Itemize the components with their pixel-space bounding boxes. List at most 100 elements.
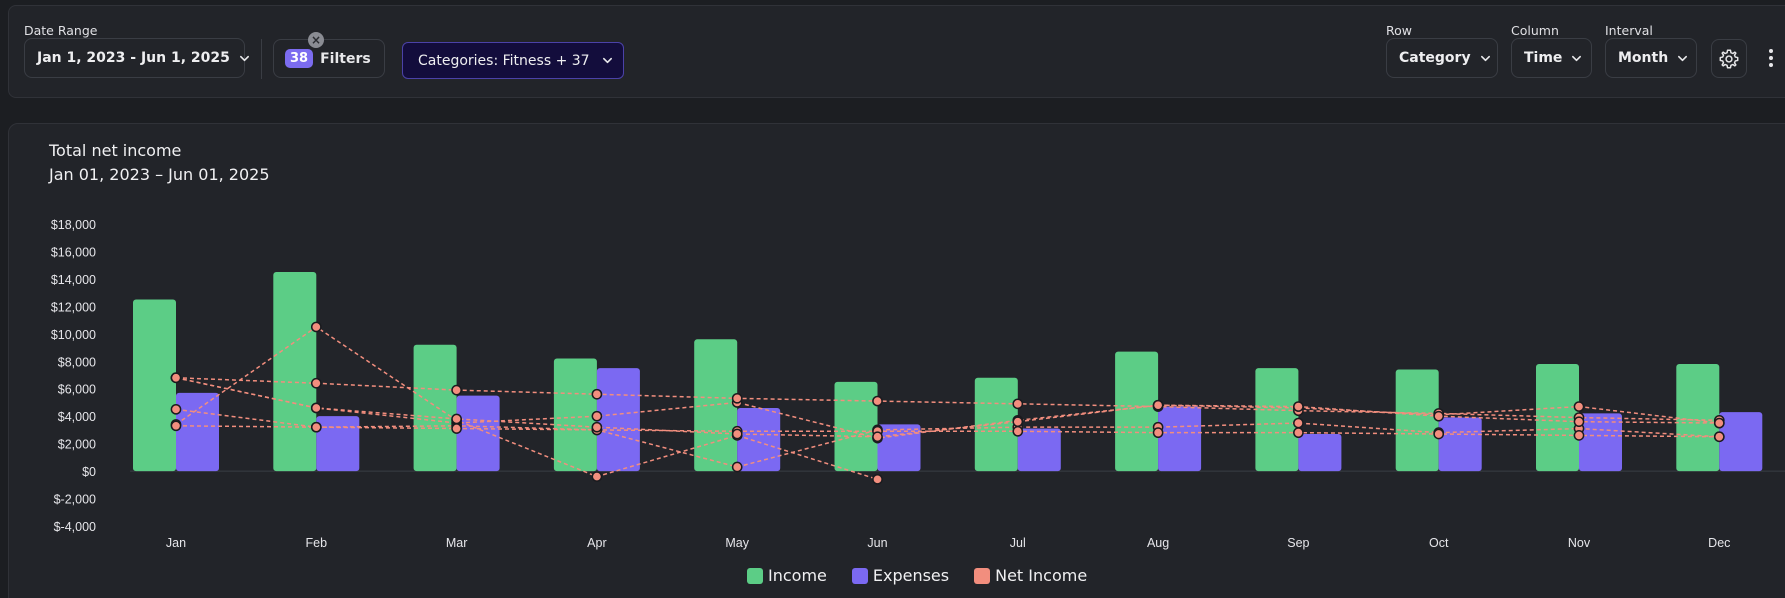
filters-label: Filters bbox=[320, 50, 371, 67]
categories-value: Categories: Fitness + 37 bbox=[418, 52, 590, 69]
more-vertical-icon[interactable] bbox=[1763, 46, 1779, 70]
net-income-point bbox=[1012, 425, 1024, 437]
net-income-point bbox=[1152, 399, 1164, 411]
net-income-line bbox=[175, 408, 1720, 468]
bar-income-dec bbox=[1676, 364, 1720, 472]
y-tick-label: $0 bbox=[82, 465, 96, 479]
x-tick-label: Jun bbox=[867, 536, 887, 550]
bar-income-sep bbox=[1255, 368, 1299, 472]
filter-count-badge: 38 bbox=[285, 49, 314, 68]
net-income-point bbox=[310, 377, 322, 389]
net-income-point bbox=[591, 410, 603, 422]
net-income-point bbox=[310, 402, 322, 414]
bar-income-oct bbox=[1395, 369, 1439, 472]
chevron-down-icon bbox=[1480, 55, 1490, 61]
bar-income-jun bbox=[834, 381, 878, 472]
bar-income-jan bbox=[133, 299, 176, 472]
x-tick-label: May bbox=[725, 536, 749, 550]
interval-value: Month bbox=[1618, 50, 1669, 66]
net-income-point bbox=[1152, 427, 1164, 439]
net-income-line bbox=[175, 376, 1720, 422]
legend-swatch-income bbox=[747, 567, 763, 584]
filters-button[interactable]: 38 Filters × bbox=[273, 32, 385, 78]
y-tick-label: $10,000 bbox=[51, 328, 96, 342]
y-tick-label: $-2,000 bbox=[54, 493, 96, 507]
legend-label-net-income: Net Income bbox=[995, 566, 1088, 585]
x-tick-label: Mar bbox=[446, 536, 468, 550]
bar-expenses-aug bbox=[1158, 406, 1202, 472]
net-income-point bbox=[872, 395, 883, 407]
row-select[interactable]: Category bbox=[1386, 38, 1498, 78]
column-select[interactable]: Time bbox=[1511, 38, 1592, 78]
net-income-point bbox=[1573, 416, 1585, 428]
bar-income-may bbox=[694, 339, 738, 472]
bar-expenses-mar bbox=[456, 395, 500, 472]
net-income-point bbox=[170, 403, 182, 415]
y-tick-label: $12,000 bbox=[51, 300, 96, 314]
net-income-point bbox=[451, 384, 462, 396]
date-range-label: Date Range bbox=[24, 23, 98, 38]
settings-button[interactable] bbox=[1711, 39, 1747, 78]
x-tick-label: Apr bbox=[587, 536, 606, 550]
row-label: Row bbox=[1386, 23, 1412, 38]
categories-select[interactable]: Categories: Fitness + 37 bbox=[402, 42, 624, 79]
net-income-point bbox=[591, 471, 603, 482]
column-label: Column bbox=[1511, 23, 1559, 38]
x-tick-label: Jan bbox=[166, 536, 186, 550]
net-income-point bbox=[1433, 428, 1445, 440]
x-tick-label: Feb bbox=[306, 536, 328, 550]
bar-income-apr bbox=[553, 358, 597, 472]
x-tick-label: Jul bbox=[1010, 536, 1026, 550]
x-tick-label: Aug bbox=[1147, 536, 1169, 550]
bar-expenses-dec bbox=[1719, 412, 1763, 472]
net-income-point bbox=[872, 473, 883, 485]
legend-label-income: Income bbox=[768, 566, 827, 585]
bar-expenses-jan bbox=[176, 392, 219, 472]
y-tick-label: $6,000 bbox=[58, 383, 96, 397]
net-income-point bbox=[1573, 430, 1585, 441]
net-income-point bbox=[170, 372, 182, 384]
net-income-point bbox=[1012, 416, 1024, 428]
net-income-point bbox=[1293, 427, 1304, 439]
chevron-down-icon bbox=[239, 55, 249, 61]
net-income-point bbox=[1293, 417, 1304, 429]
x-tick-label: Dec bbox=[1708, 536, 1730, 550]
net-income-point bbox=[731, 392, 743, 404]
net-income-point bbox=[591, 421, 603, 433]
net-income-point bbox=[731, 428, 743, 440]
net-income-line bbox=[175, 377, 1720, 438]
legend-item-net-income[interactable]: Net Income bbox=[974, 566, 1087, 585]
chart-legend: Income Expenses Net Income bbox=[747, 566, 1112, 585]
y-tick-label: $16,000 bbox=[51, 245, 96, 259]
net-income-point bbox=[1433, 410, 1445, 422]
y-tick-label: $-4,000 bbox=[54, 520, 96, 534]
net-income-point bbox=[872, 431, 883, 443]
net-income-point bbox=[451, 413, 462, 425]
bar-expenses-jul bbox=[1017, 428, 1061, 472]
legend-item-income[interactable]: Income bbox=[747, 566, 827, 585]
close-icon[interactable]: × bbox=[308, 32, 324, 48]
net-income-point bbox=[591, 388, 603, 400]
bar-expenses-oct bbox=[1438, 417, 1482, 472]
row-value: Category bbox=[1399, 50, 1471, 66]
net-income-point bbox=[1573, 401, 1585, 412]
legend-item-expenses[interactable]: Expenses bbox=[851, 566, 949, 585]
chevron-down-icon bbox=[602, 57, 612, 64]
bar-expenses-feb bbox=[316, 416, 360, 472]
interval-select[interactable]: Month bbox=[1605, 38, 1697, 78]
chart-title: Total net income bbox=[49, 141, 182, 160]
net-income-point bbox=[731, 461, 743, 473]
chevron-down-icon bbox=[1678, 55, 1688, 61]
y-tick-label: $2,000 bbox=[58, 438, 96, 452]
net-income-point bbox=[1713, 431, 1725, 443]
x-tick-label: Oct bbox=[1429, 536, 1449, 550]
legend-swatch-net-income bbox=[974, 567, 991, 584]
net-income-point bbox=[1713, 417, 1725, 429]
net-income-line bbox=[175, 326, 878, 481]
date-range-select[interactable]: Jan 1, 2023 - Jun 1, 2025 bbox=[24, 38, 249, 78]
y-tick-label: $14,000 bbox=[51, 273, 96, 287]
net-income-point bbox=[1293, 401, 1304, 412]
interval-label: Interval bbox=[1605, 23, 1653, 38]
bar-income-feb bbox=[273, 272, 317, 472]
